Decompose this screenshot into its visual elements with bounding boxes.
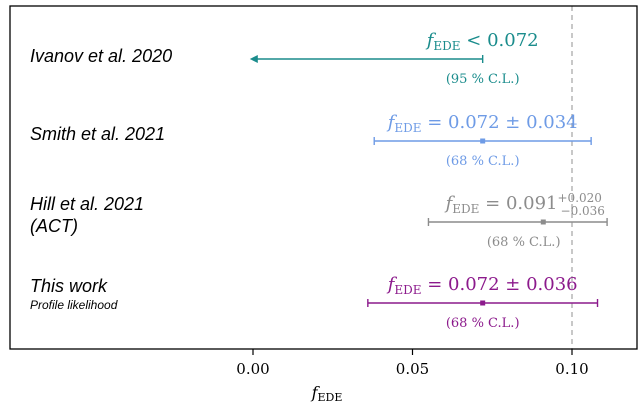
- cl-label: (95 % C.L.): [446, 72, 520, 87]
- row-sublabel: (ACT): [30, 216, 78, 236]
- x-axis-label-main: f: [311, 383, 321, 402]
- x-tick-label: 0.10: [555, 360, 588, 378]
- x-tick-label: 0.05: [396, 360, 429, 378]
- annotation-upper-error: +0.020: [558, 191, 602, 205]
- value-annotation: fEDE = 0.072 ± 0.034: [386, 112, 578, 135]
- plot-area: Ivanov et al. 2020 fEDE < 0.072 (95 % C.L.…: [30, 6, 608, 349]
- data-point: [540, 219, 546, 225]
- value-annotation: fEDE = 0.072 ± 0.036: [386, 274, 578, 297]
- annotation-relation: = 0.091: [479, 193, 557, 214]
- value-annotation: fEDE = 0.091+0.020 −0.036: [444, 191, 605, 218]
- value-annotation: fEDE < 0.072: [425, 30, 539, 53]
- plot-frame: [9, 5, 638, 350]
- annotation-relation: = 0.072 ± 0.034: [422, 112, 578, 133]
- x-tick-label: 0.00: [236, 360, 269, 378]
- annotation-relation: < 0.072: [461, 30, 539, 51]
- annotation-subscript: EDE: [394, 121, 421, 135]
- series-2: Smith et al. 2021 fEDE = 0.072 ± 0.034 (68…: [30, 112, 592, 169]
- annotation-subscript: EDE: [452, 202, 479, 216]
- annotation-subscript: EDE: [394, 283, 421, 297]
- cl-label: (68 % C.L.): [487, 235, 561, 250]
- upper-limit-arrow: [249, 55, 258, 63]
- cl-label: (68 % C.L.): [446, 154, 520, 169]
- data-point: [480, 300, 486, 306]
- series-4: This work Profile likelihood fEDE = 0.072 …: [30, 274, 599, 331]
- x-axis: 0.00 0.05 0.10: [236, 349, 589, 378]
- row-label: Hill et al. 2021: [30, 194, 144, 214]
- row-label: Smith et al. 2021: [30, 124, 165, 144]
- data-point: [480, 138, 486, 144]
- row-sublabel: Profile likelihood: [30, 298, 118, 312]
- x-axis-label-sub: EDE: [318, 391, 343, 404]
- cl-label: (68 % C.L.): [446, 316, 520, 331]
- x-axis-label: fEDE: [311, 383, 343, 404]
- row-label: Ivanov et al. 2020: [30, 46, 172, 66]
- annotation-subscript: EDE: [433, 39, 460, 53]
- series-3: Hill et al. 2021(ACT) fEDE = 0.091+0.020−…: [30, 191, 608, 250]
- series-1: Ivanov et al. 2020 fEDE < 0.072 (95 % C.L.…: [30, 30, 539, 87]
- row-label: This work: [30, 276, 108, 296]
- annotation-relation: = 0.072 ± 0.036: [422, 274, 578, 295]
- annotation-lower-error: −0.036: [561, 204, 605, 218]
